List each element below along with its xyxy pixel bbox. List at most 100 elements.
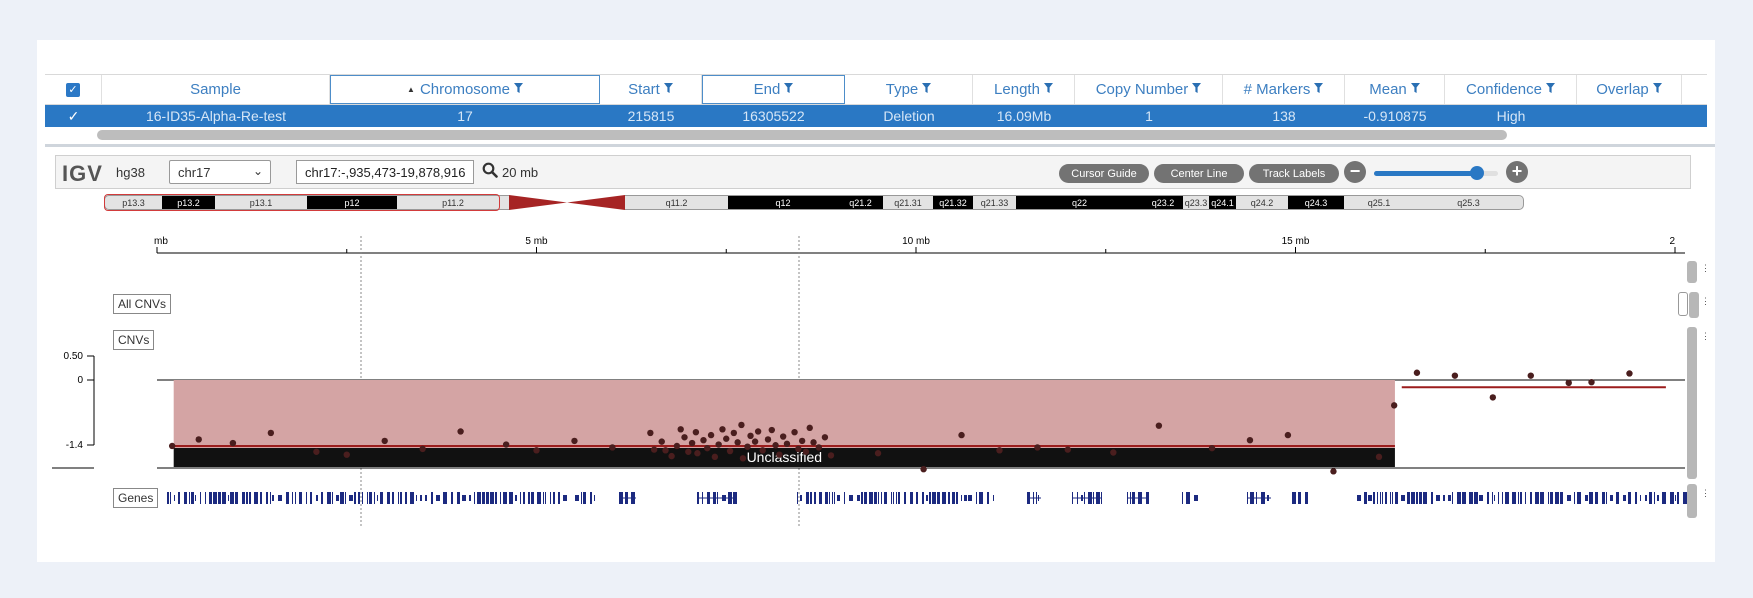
ideogram-band-label: q21.2 <box>849 197 872 208</box>
marker-point <box>1626 370 1633 377</box>
filter-icon[interactable] <box>1314 83 1324 96</box>
ideogram-band[interactable]: q21.31 <box>883 195 933 210</box>
zoom-slider[interactable] <box>1374 166 1498 180</box>
column-header-overlap[interactable]: Overlap <box>1577 75 1682 104</box>
ruler-tick-label: 10 mb <box>902 236 930 247</box>
track-gear-icon[interactable]: ⋮ <box>1701 331 1710 341</box>
track-resize-handle[interactable] <box>1689 292 1699 318</box>
ideogram-band[interactable]: q21.32 <box>933 195 973 210</box>
track-gear-icon[interactable]: ⋮ <box>1701 488 1710 498</box>
gene-feature <box>881 492 882 504</box>
marker-point <box>759 447 766 454</box>
gene-feature <box>1401 495 1405 501</box>
table-row[interactable]: ✓ 16-ID35-Alpha-Re-test 17 215815 16305522 De… <box>45 105 1707 127</box>
ideogram-band[interactable]: p11.2 <box>397 195 509 210</box>
column-header-end[interactable]: End <box>702 75 845 104</box>
marker-point <box>419 445 426 453</box>
ideogram-band[interactable]: q12 <box>728 195 838 210</box>
track-labels-button[interactable]: Track Labels <box>1249 164 1339 183</box>
gene-feature <box>457 492 460 504</box>
column-header-confidence[interactable]: Confidence <box>1445 75 1577 104</box>
gene-feature <box>462 495 466 501</box>
ideogram-band[interactable]: p13.2 <box>162 195 215 210</box>
column-header-mean[interactable]: Mean <box>1345 75 1445 104</box>
marker-point <box>1208 444 1216 452</box>
gene-feature <box>1494 495 1495 501</box>
filter-icon[interactable] <box>1545 83 1555 96</box>
track-resize-handle[interactable] <box>1687 261 1697 283</box>
table-cell-end: 16305522 <box>742 108 805 124</box>
gene-feature <box>509 492 513 504</box>
column-header-copy-number[interactable]: Copy Number <box>1075 75 1223 104</box>
filter-icon[interactable] <box>922 83 932 96</box>
ideogram-band[interactable]: q11.2 <box>625 195 728 210</box>
gene-feature <box>893 492 894 504</box>
gene-feature <box>1548 492 1549 504</box>
checkbox-icon[interactable]: ✓ <box>66 82 80 97</box>
marker-point <box>821 434 829 441</box>
ideogram-band[interactable]: q25.1 <box>1344 195 1414 210</box>
filter-icon[interactable] <box>1192 83 1202 96</box>
locus-input[interactable]: chr17:-,935,473-19,878,916 <box>296 160 474 184</box>
row-checkbox[interactable]: ✓ <box>67 107 80 124</box>
zoom-slider-fill <box>1374 171 1477 176</box>
ideogram-band[interactable]: q24.2 <box>1236 195 1288 210</box>
track-resize-handle[interactable] <box>1687 327 1697 479</box>
marker-point <box>711 453 719 461</box>
marker-point <box>739 455 747 462</box>
column-header-markers[interactable]: # Markers <box>1223 75 1345 104</box>
gene-feature <box>336 495 339 501</box>
ideogram-band[interactable]: p13.1 <box>215 195 307 210</box>
marker-point <box>688 439 696 447</box>
gene-feature <box>1392 492 1393 504</box>
ideogram-band[interactable]: p12 <box>307 195 397 210</box>
ideogram-band[interactable]: q24.3 <box>1288 195 1344 210</box>
ideogram-band[interactable]: q23.3 <box>1183 195 1209 210</box>
search-icon[interactable] <box>482 162 498 183</box>
track-gear-icon[interactable]: ⋮ <box>1701 296 1710 306</box>
column-header-start[interactable]: Start <box>600 75 702 104</box>
cursor-guide-button[interactable]: Cursor Guide <box>1059 164 1149 183</box>
ideogram-centromere[interactable] <box>509 195 625 210</box>
igv-track-canvas[interactable]: mb 5 mb 10 mb 15 mb 2 0.50 0 -1.4 Unclassified <box>37 40 1715 562</box>
filter-icon[interactable] <box>1410 83 1420 96</box>
zoom-out-button[interactable]: − <box>1344 161 1366 183</box>
filter-icon[interactable] <box>784 83 794 96</box>
ideogram-band[interactable]: q23.2 <box>1143 195 1183 210</box>
ideogram-band[interactable]: q24.1 <box>1209 195 1236 210</box>
track-resize-handle[interactable] <box>1687 484 1697 518</box>
marker-point <box>1413 369 1421 376</box>
zoom-slider-knob[interactable] <box>1469 166 1484 180</box>
ideogram-band[interactable]: q25.3 <box>1414 195 1524 210</box>
sort-ascending-icon[interactable]: ▲ <box>407 85 415 94</box>
column-header-type[interactable]: Type <box>845 75 973 104</box>
select-all-checkbox[interactable]: ✓ <box>45 75 102 104</box>
zoom-in-button[interactable]: + <box>1506 161 1528 183</box>
gene-feature <box>178 492 180 504</box>
marker-point <box>744 443 751 450</box>
gene-feature <box>362 492 363 504</box>
gene-feature <box>929 492 931 504</box>
column-header-length[interactable]: Length <box>973 75 1075 104</box>
marker-point <box>996 447 1003 454</box>
column-header-sample[interactable]: Sample <box>102 75 330 104</box>
chromosome-select[interactable]: chr17 ⌄ <box>169 160 271 184</box>
filter-icon[interactable] <box>1652 83 1662 96</box>
filter-icon[interactable] <box>663 83 673 96</box>
ideogram-band-label: q24.1 <box>1211 197 1234 208</box>
ideogram-band[interactable]: q21.33 <box>973 195 1016 210</box>
track-gear-icon[interactable]: ⋮ <box>1701 263 1710 273</box>
chromosome-ideogram[interactable]: p13.3 p13.2 p13.1 p12 p11.2 q11.2 q12 q21.2 q21.… <box>104 194 1686 212</box>
ideogram-band[interactable]: q22 <box>1016 195 1143 210</box>
filter-icon[interactable] <box>513 83 523 96</box>
gene-feature <box>904 492 906 504</box>
filter-icon[interactable] <box>1043 83 1053 96</box>
gene-feature <box>1567 495 1571 501</box>
table-horizontal-scrollbar[interactable] <box>97 130 1507 140</box>
center-line-button[interactable]: Center Line <box>1154 164 1244 183</box>
ideogram-band[interactable]: q21.2 <box>838 195 883 210</box>
track-resize-handle[interactable] <box>1678 292 1688 316</box>
gene-feature <box>964 495 967 501</box>
marker-point <box>381 437 388 445</box>
column-header-chromosome[interactable]: ▲ Chromosome <box>330 75 600 104</box>
